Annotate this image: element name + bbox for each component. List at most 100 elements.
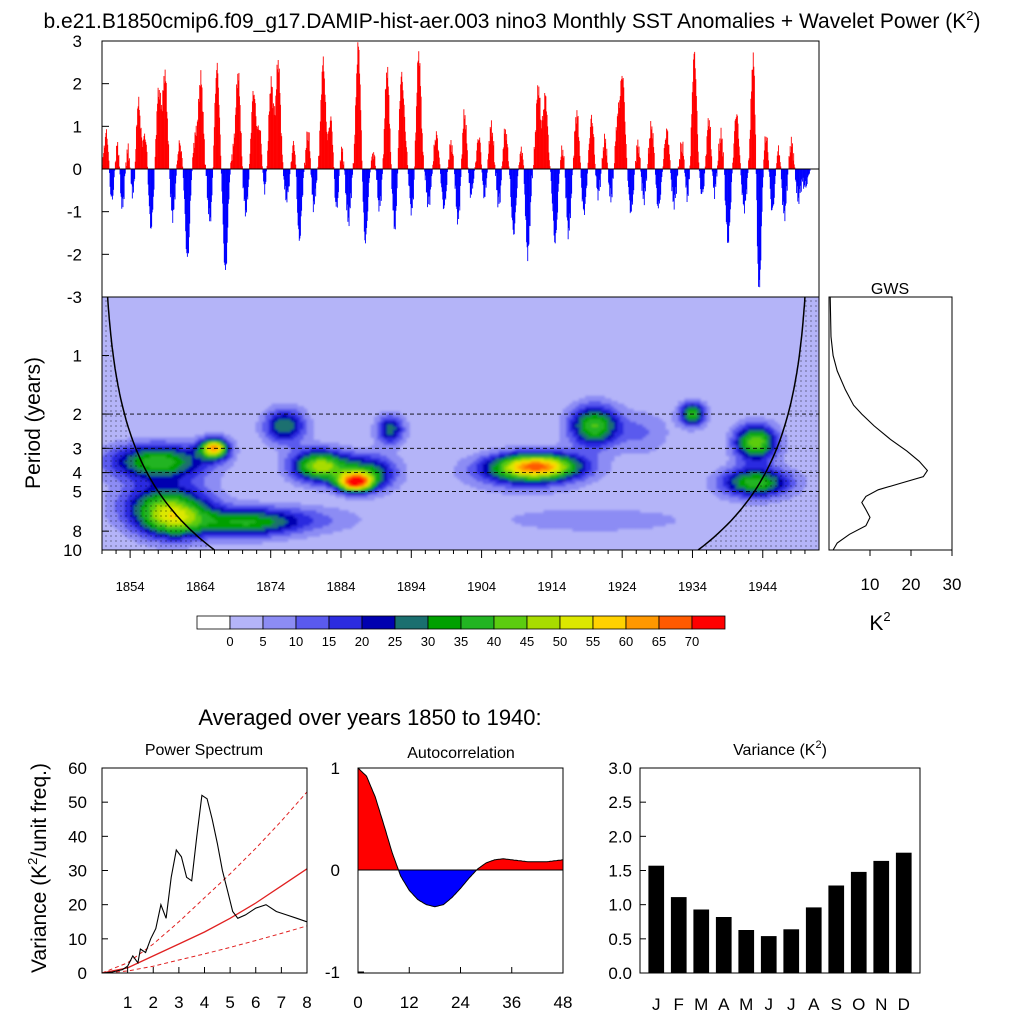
power-cell: [191, 515, 196, 519]
power-cell: [294, 419, 298, 423]
power-cell: [188, 453, 193, 457]
power-cell: [530, 463, 535, 467]
power-cell: [316, 520, 321, 524]
power-cell: [258, 507, 263, 511]
sst-bar: [496, 169, 498, 191]
power-cell: [322, 455, 327, 459]
sst-bar: [560, 156, 562, 169]
sst-bar: [227, 169, 229, 228]
power-cell: [540, 471, 545, 475]
sst-bar: [557, 169, 559, 192]
power-cell: [281, 445, 285, 449]
power-cell: [239, 520, 244, 524]
power-cell: [380, 479, 385, 483]
power-cell: [377, 442, 381, 446]
sst-bar: [190, 169, 192, 196]
power-cell: [303, 520, 308, 524]
sst-bar: [730, 169, 732, 203]
power-cell: [482, 450, 487, 454]
sst-bar: [487, 159, 489, 169]
power-cell: [374, 421, 378, 425]
sst-bar: [381, 169, 383, 180]
power-cell: [310, 481, 314, 485]
power-cell: [297, 440, 301, 444]
sst-bar: [360, 130, 362, 169]
power-cell: [210, 541, 215, 545]
power-cell: [495, 479, 500, 483]
sst-bar: [188, 169, 189, 254]
power-cell: [338, 492, 343, 496]
sst-bar: [114, 169, 116, 171]
power-cell: [169, 445, 173, 449]
power-cell: [271, 408, 276, 412]
power-cell: [329, 525, 333, 529]
sst-bar: [802, 169, 804, 178]
sst-bar: [516, 169, 518, 189]
sst-bar: [778, 145, 779, 169]
power-cell: [159, 476, 164, 480]
power-cell: [156, 473, 161, 477]
power-cell: [335, 484, 340, 488]
power-cell: [364, 497, 369, 501]
sst-bar: [281, 154, 283, 169]
power-cell: [383, 424, 388, 428]
power-cell: [217, 437, 221, 441]
sst-bar: [567, 169, 568, 221]
power-cell: [319, 473, 324, 477]
power-cell: [540, 476, 545, 480]
power-cell: [182, 468, 186, 472]
power-cell: [217, 505, 221, 509]
power-cell: [156, 445, 161, 449]
power-cell: [210, 447, 215, 451]
power-cell: [217, 476, 221, 480]
power-cell: [322, 510, 327, 514]
sst-bar: [214, 102, 216, 169]
power-cell: [338, 453, 343, 457]
sst-bar: [606, 162, 608, 169]
power-cell: [278, 507, 282, 511]
power-cell: [175, 494, 180, 498]
sst-bar: [497, 169, 499, 208]
power-cell: [351, 466, 356, 470]
sst-bar: [788, 156, 790, 169]
power-cell: [249, 515, 253, 519]
sst-bar: [251, 112, 253, 169]
power-cell: [262, 434, 266, 438]
power-cell: [223, 523, 228, 527]
power-cell: [345, 525, 349, 529]
power-cell: [294, 479, 298, 483]
power-cell: [332, 512, 337, 516]
power-cell: [492, 484, 497, 488]
sst-bar: [704, 169, 706, 174]
power-cell: [287, 453, 292, 457]
power-cell: [495, 473, 500, 477]
power-cell: [268, 533, 273, 537]
power-cell: [294, 447, 298, 451]
sst-bar: [428, 169, 430, 197]
power-cell: [396, 440, 401, 444]
power-cell: [482, 484, 487, 488]
sst-bar: [389, 128, 391, 169]
power-cell: [188, 494, 193, 498]
sst-bar: [299, 169, 301, 239]
power-cell: [476, 481, 481, 485]
sst-bar: [408, 169, 410, 186]
power-cell: [226, 445, 231, 449]
sst-bar: [517, 169, 519, 177]
power-cell: [207, 455, 212, 459]
power-cell: [367, 460, 372, 464]
sst-bar: [161, 111, 163, 169]
sst-bar: [212, 169, 214, 178]
power-cell: [271, 440, 276, 444]
power-cell: [303, 528, 308, 532]
power-cell: [294, 533, 298, 537]
power-cell: [271, 528, 276, 532]
power-cell: [402, 427, 407, 431]
power-cell: [274, 502, 279, 506]
power-cell: [370, 432, 375, 436]
power-cell: [233, 455, 237, 459]
sst-bar: [252, 90, 254, 169]
power-cell: [162, 481, 167, 485]
power-cell: [281, 528, 285, 532]
power-cell: [287, 408, 292, 412]
